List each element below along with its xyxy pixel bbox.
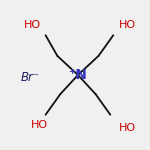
Text: HO: HO <box>31 120 48 130</box>
Text: HO: HO <box>119 123 136 133</box>
Text: ⁺N: ⁺N <box>69 68 87 82</box>
Text: HO: HO <box>119 20 136 30</box>
Text: Br⁻: Br⁻ <box>21 71 40 84</box>
Text: HO: HO <box>24 20 41 30</box>
